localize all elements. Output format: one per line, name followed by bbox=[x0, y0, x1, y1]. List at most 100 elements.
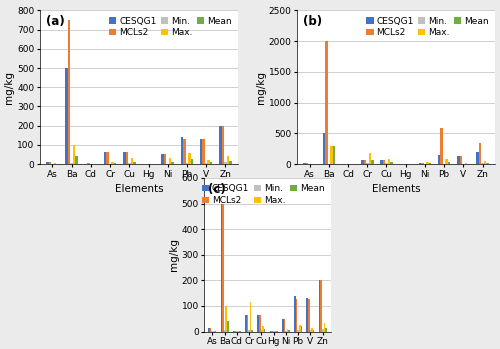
Bar bbox=[310, 330, 311, 332]
Y-axis label: mg/kg: mg/kg bbox=[4, 71, 15, 104]
Bar bbox=[294, 296, 296, 332]
Text: (a): (a) bbox=[46, 15, 64, 28]
Bar bbox=[264, 329, 266, 332]
Bar bbox=[288, 329, 290, 332]
Bar bbox=[54, 163, 56, 164]
Bar bbox=[234, 331, 236, 332]
Bar bbox=[298, 330, 299, 332]
Bar bbox=[238, 331, 239, 332]
Bar bbox=[366, 163, 368, 164]
Bar bbox=[330, 146, 332, 164]
Bar bbox=[213, 331, 214, 332]
Bar bbox=[128, 163, 130, 164]
Bar bbox=[246, 315, 248, 332]
Bar bbox=[476, 152, 479, 164]
Bar bbox=[285, 331, 286, 332]
Bar bbox=[224, 330, 226, 332]
Bar bbox=[448, 162, 450, 164]
Bar bbox=[250, 302, 252, 332]
Bar bbox=[428, 163, 431, 164]
Bar bbox=[226, 156, 229, 164]
X-axis label: Elements: Elements bbox=[372, 184, 420, 194]
Bar bbox=[364, 160, 366, 164]
Bar bbox=[385, 163, 388, 164]
Bar bbox=[68, 20, 70, 164]
Bar bbox=[438, 155, 440, 164]
Bar bbox=[460, 156, 462, 164]
Bar bbox=[457, 156, 460, 164]
Bar bbox=[233, 331, 234, 332]
Bar bbox=[252, 330, 253, 332]
Bar bbox=[440, 128, 443, 164]
Bar bbox=[304, 163, 306, 164]
Bar bbox=[133, 162, 136, 164]
Bar bbox=[299, 325, 300, 332]
Bar bbox=[208, 160, 210, 164]
Bar bbox=[76, 156, 78, 164]
Bar bbox=[226, 306, 227, 332]
Bar bbox=[73, 145, 76, 164]
Bar bbox=[313, 330, 314, 332]
Bar bbox=[106, 152, 109, 164]
Bar bbox=[112, 162, 114, 164]
Bar bbox=[282, 319, 284, 332]
Bar bbox=[322, 329, 324, 332]
Bar bbox=[332, 146, 335, 164]
Bar bbox=[205, 163, 208, 164]
Bar bbox=[202, 140, 205, 164]
Bar bbox=[320, 280, 322, 332]
Bar bbox=[300, 326, 302, 332]
Bar bbox=[259, 315, 260, 332]
Bar bbox=[380, 160, 382, 164]
Bar bbox=[484, 161, 486, 164]
Bar bbox=[224, 162, 226, 164]
Bar bbox=[324, 322, 325, 332]
Bar bbox=[388, 158, 390, 164]
Bar bbox=[318, 280, 320, 332]
Bar bbox=[190, 159, 193, 164]
Bar bbox=[382, 160, 385, 164]
X-axis label: Elements: Elements bbox=[114, 184, 163, 194]
Bar bbox=[210, 328, 212, 332]
Bar bbox=[479, 143, 482, 164]
Bar bbox=[220, 203, 222, 332]
Bar bbox=[486, 163, 489, 164]
Bar bbox=[169, 158, 172, 164]
Bar bbox=[258, 315, 259, 332]
Y-axis label: mg/kg: mg/kg bbox=[168, 238, 178, 271]
Bar bbox=[296, 299, 298, 332]
Bar bbox=[186, 163, 188, 164]
Bar bbox=[229, 161, 232, 164]
Bar bbox=[162, 154, 164, 164]
Bar bbox=[284, 319, 285, 332]
Bar bbox=[126, 152, 128, 164]
Bar bbox=[227, 321, 228, 332]
Bar bbox=[418, 163, 421, 164]
Bar bbox=[222, 126, 224, 164]
Bar bbox=[180, 137, 183, 164]
Bar bbox=[426, 162, 428, 164]
Bar bbox=[260, 330, 262, 332]
Legend: CESQG1, MCLs2, Min., Max., Mean: CESQG1, MCLs2, Min., Max., Mean bbox=[200, 183, 326, 207]
Bar bbox=[286, 329, 288, 332]
Bar bbox=[172, 162, 174, 164]
Bar bbox=[464, 163, 467, 164]
Bar bbox=[104, 152, 106, 164]
Bar bbox=[130, 158, 133, 164]
Bar bbox=[219, 126, 222, 164]
Text: (b): (b) bbox=[303, 15, 322, 28]
Bar bbox=[368, 153, 371, 164]
Bar bbox=[48, 162, 51, 164]
Bar bbox=[361, 160, 364, 164]
Legend: CESQG1, MCLs2, Min., Max., Mean: CESQG1, MCLs2, Min., Max., Mean bbox=[108, 15, 234, 39]
Bar bbox=[188, 153, 190, 164]
Bar bbox=[311, 328, 313, 332]
Bar bbox=[164, 154, 166, 164]
Bar bbox=[210, 163, 212, 164]
Bar bbox=[306, 298, 308, 332]
Bar bbox=[66, 68, 68, 164]
Bar bbox=[306, 163, 308, 164]
Bar bbox=[262, 326, 264, 332]
Bar bbox=[87, 163, 90, 164]
Bar bbox=[322, 133, 325, 164]
